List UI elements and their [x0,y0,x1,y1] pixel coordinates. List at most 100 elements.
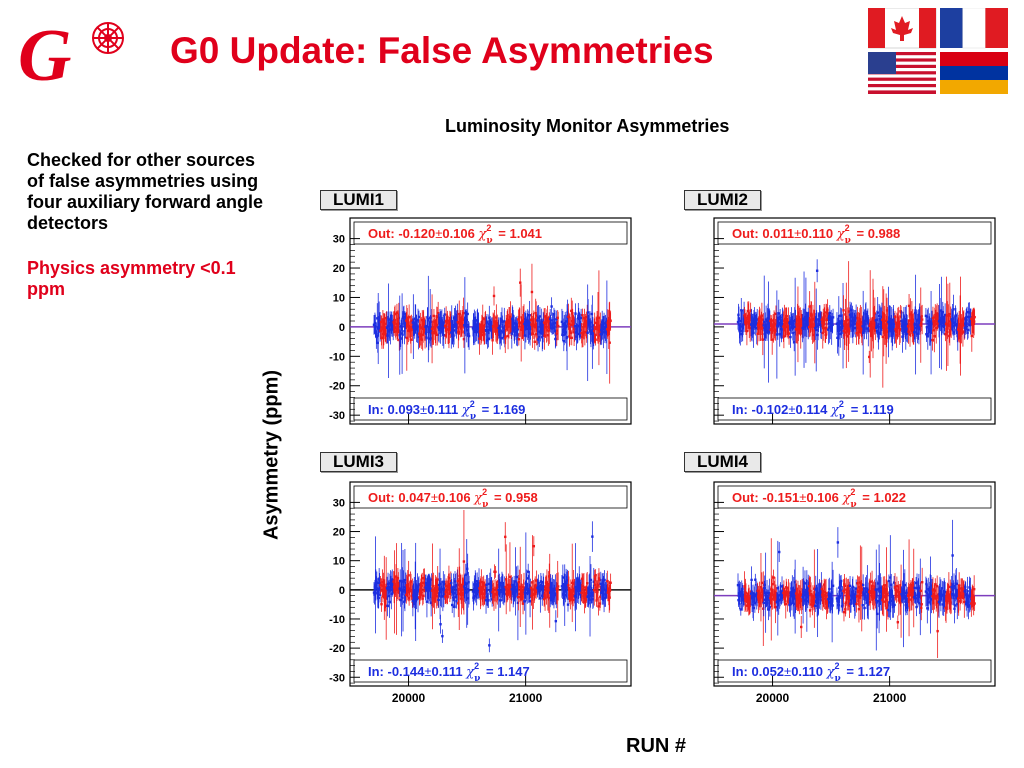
point [520,595,524,599]
point [791,322,794,325]
point [493,320,496,323]
point [805,591,808,594]
point [544,587,547,590]
point [572,322,575,325]
point [494,570,497,574]
point [970,334,974,338]
point [949,601,952,604]
point [929,330,932,333]
point [788,600,792,603]
out-stats: Out: -0.151±0.106 χ2 ν = 1.022 [732,487,906,510]
point [501,584,504,587]
point [847,310,850,313]
point [521,320,525,324]
point [486,328,490,332]
point [514,580,517,583]
point [439,623,442,626]
point [421,581,424,585]
point [830,591,833,594]
point [912,327,915,331]
point [740,593,743,597]
point [808,319,812,322]
point [896,621,900,624]
point [807,591,810,594]
point [591,598,595,601]
point [807,322,810,325]
point [932,320,935,323]
point [746,600,750,604]
point [570,593,573,597]
point [890,320,893,324]
point [787,332,791,335]
point [861,325,864,328]
point [752,606,755,610]
point [769,594,772,597]
point [784,602,787,606]
point [419,588,423,591]
point [737,598,740,602]
point [452,334,455,337]
point [526,592,529,595]
point [513,326,517,330]
point [390,322,393,326]
point [919,589,922,593]
point [822,594,825,598]
point [416,585,419,589]
point [777,321,780,324]
point [534,584,537,587]
point [874,329,877,332]
point [849,315,852,319]
point [914,326,918,329]
point [789,592,793,596]
point [887,608,890,612]
point [411,599,415,603]
point [526,318,529,321]
point [522,323,525,327]
point [839,581,842,584]
point [858,596,862,599]
point [467,588,471,592]
point [809,589,812,593]
point [428,586,431,589]
point [493,322,497,325]
point [391,581,394,585]
y-tick-label: -30 [329,672,345,684]
point [443,321,446,324]
point [404,585,408,589]
point [536,319,539,322]
point [815,269,819,272]
point [376,317,379,320]
point [539,597,542,600]
point [393,312,397,316]
point [800,625,803,629]
point [426,316,429,319]
stat-mean: -0.144 [388,664,426,679]
point [562,592,565,596]
point [896,325,899,329]
point [772,329,775,332]
point [484,316,487,319]
point [748,600,752,604]
point [400,580,404,583]
point [769,319,772,323]
point [484,599,488,602]
point [500,336,503,340]
point [465,318,468,322]
point [448,582,451,586]
point [884,325,887,328]
point [778,598,781,602]
point [774,312,778,316]
point [907,586,911,590]
point [509,315,512,319]
point [518,321,521,324]
point [427,337,430,340]
point [926,594,929,597]
point [515,324,519,327]
point [905,326,908,330]
point [406,329,409,332]
point [939,309,943,312]
point [773,324,776,327]
point [461,582,465,585]
point [867,603,870,606]
point [593,588,596,592]
